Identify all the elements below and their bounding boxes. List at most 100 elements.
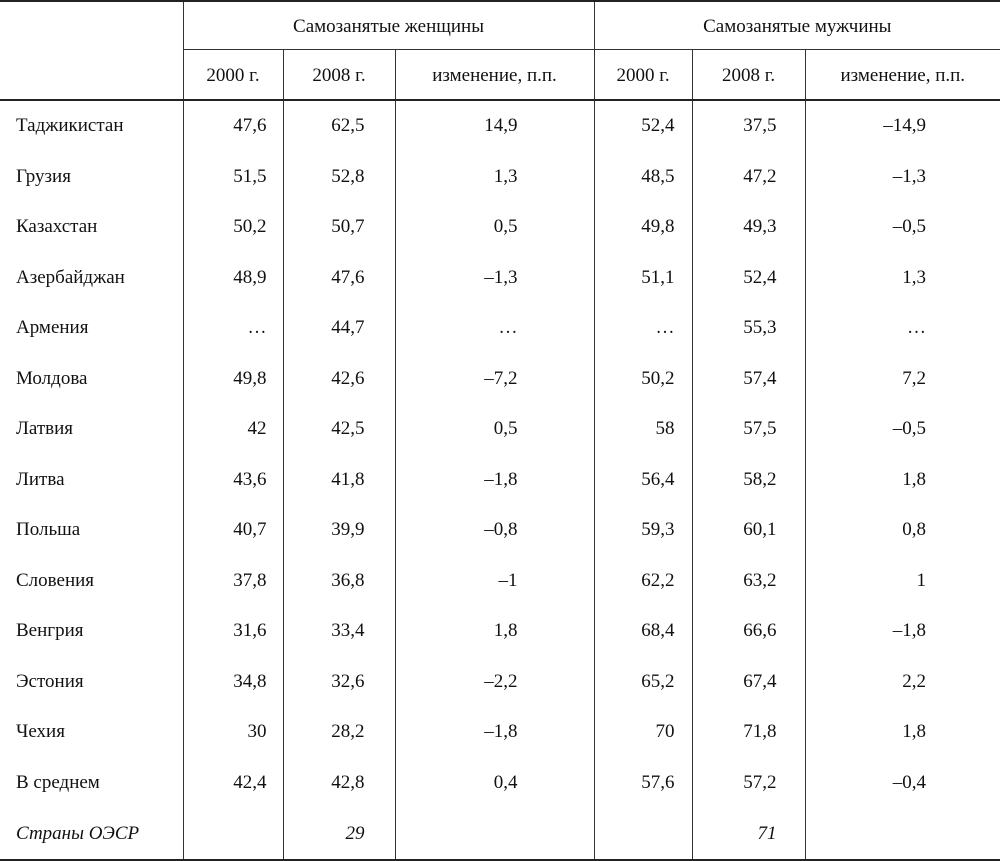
cell-men-2000: 52,4 (593, 100, 693, 152)
cell-women-2008: 28,2 (282, 707, 395, 758)
cell-country: Грузия (16, 165, 71, 187)
table-row: Латвия 42 42,5 0,5 58 57,5 –0,5 (0, 404, 1000, 455)
header-row-subcolumns: 2000 г. 2008 г. изменение, п.п. 2000 г. … (0, 49, 1000, 101)
cell-men-change: 0,8 (804, 505, 1000, 556)
cell-men-2000: 56,4 (593, 454, 693, 505)
cell-women-change: 0,4 (394, 757, 595, 808)
cell-women-change: … (394, 303, 595, 354)
cell-country: Азербайджан (16, 266, 125, 288)
cell-women-2000: 47,6 (182, 100, 283, 152)
table-row: Польша 40,7 39,9 –0,8 59,3 60,1 0,8 (0, 505, 1000, 556)
table-body: Таджикистан 47,6 62,5 14,9 52,4 37,5 –14,9 Груз… (0, 100, 1000, 861)
cell-men-2008: 60,1 (691, 505, 806, 556)
cell-men-2000: 58 (593, 404, 693, 455)
cell-women-change: 1,8 (394, 606, 595, 657)
cell-men-change (804, 808, 1000, 861)
cell-women-2008: 29 (282, 808, 395, 861)
cell-women-2000: 37,8 (182, 555, 283, 606)
cell-country: Венгрия (16, 620, 84, 642)
cell-men-2008: 57,5 (691, 404, 806, 455)
cell-men-change: 1 (804, 555, 1000, 606)
cell-women-change: –1,8 (394, 707, 595, 758)
cell-women-2000: 34,8 (182, 656, 283, 707)
cell-women-2000: 30 (182, 707, 283, 758)
cell-men-change: 7,2 (804, 353, 1000, 404)
cell-men-change: –0,5 (804, 404, 1000, 455)
cell-men-2000 (593, 808, 693, 861)
cell-men-change: 2,2 (804, 656, 1000, 707)
cell-men-2000: 62,2 (593, 555, 693, 606)
cell-women-2000: 40,7 (182, 505, 283, 556)
cell-women-2000: 50,2 (182, 202, 283, 253)
cell-women-2008: 33,4 (282, 606, 395, 657)
cell-women-change: –1 (394, 555, 595, 606)
cell-men-2008: 63,2 (691, 555, 806, 606)
cell-men-2000: 68,4 (593, 606, 693, 657)
cell-men-2000: 49,8 (593, 202, 693, 253)
table-row: Казахстан 50,2 50,7 0,5 49,8 49,3 –0,5 (0, 202, 1000, 253)
cell-country: Казахстан (16, 216, 98, 238)
table-row: Молдова 49,8 42,6 –7,2 50,2 57,4 7,2 (0, 353, 1000, 404)
cell-men-change: … (804, 303, 1000, 354)
cell-women-2000: 31,6 (182, 606, 283, 657)
header-women-2000: 2000 г. (182, 49, 283, 101)
cell-women-change: –1,3 (394, 252, 595, 303)
header-men-2000: 2000 г. (593, 49, 693, 101)
cell-women-2000: 48,9 (182, 252, 283, 303)
cell-women-2000: 43,6 (182, 454, 283, 505)
table-row: Литва 43,6 41,8 –1,8 56,4 58,2 1,8 (0, 454, 1000, 505)
table-row: Венгрия 31,6 33,4 1,8 68,4 66,6 –1,8 (0, 606, 1000, 657)
cell-men-2008: 47,2 (691, 151, 806, 202)
cell-women-2008: 44,7 (282, 303, 395, 354)
table-row: Чехия 30 28,2 –1,8 70 71,8 1,8 (0, 707, 1000, 758)
header-men-group: Самозанятые мужчины (593, 1, 1000, 50)
cell-women-2000 (182, 808, 283, 861)
table-header: Самозанятые женщины Самозанятые мужчины … (0, 1, 1000, 101)
header-corner-cell (0, 1, 183, 101)
cell-women-2008: 42,6 (282, 353, 395, 404)
cell-men-2000: … (593, 303, 693, 354)
cell-men-2000: 48,5 (593, 151, 693, 202)
cell-women-2008: 36,8 (282, 555, 395, 606)
cell-men-2000: 59,3 (593, 505, 693, 556)
header-row-groups: Самозанятые женщины Самозанятые мужчины (0, 1, 1000, 101)
table-row: Грузия 51,5 52,8 1,3 48,5 47,2 –1,3 (0, 151, 1000, 202)
cell-men-2008: 55,3 (691, 303, 806, 354)
cell-men-2000: 50,2 (593, 353, 693, 404)
cell-women-2008: 42,8 (282, 757, 395, 808)
cell-country: Польша (16, 519, 81, 541)
cell-women-2008: 52,8 (282, 151, 395, 202)
table-row: В среднем 42,4 42,8 0,4 57,6 57,2 –0,4 (0, 757, 1000, 808)
cell-men-2008: 71 (691, 808, 806, 861)
cell-men-change: –0,4 (804, 757, 1000, 808)
header-women-2008: 2008 г. (282, 49, 395, 101)
cell-women-change: –1,8 (394, 454, 595, 505)
cell-women-2008: 47,6 (282, 252, 395, 303)
cell-men-2008: 66,6 (691, 606, 806, 657)
table-row-oecd: Страны ОЭСР 29 71 (0, 808, 1000, 861)
table-row: Словения 37,8 36,8 –1 62,2 63,2 1 (0, 555, 1000, 606)
cell-women-change: 0,5 (394, 202, 595, 253)
header-women-change: изменение, п.п. (394, 49, 595, 101)
table-row: Эстония 34,8 32,6 –2,2 65,2 67,4 2,2 (0, 656, 1000, 707)
cell-women-2000: 42,4 (182, 757, 283, 808)
cell-men-2008: 57,4 (691, 353, 806, 404)
cell-women-change: 14,9 (394, 100, 595, 152)
cell-country: Эстония (16, 670, 84, 692)
cell-women-change: 0,5 (394, 404, 595, 455)
cell-women-2008: 32,6 (282, 656, 395, 707)
table-row: Азербайджан 48,9 47,6 –1,3 51,1 52,4 1,3 (0, 252, 1000, 303)
cell-men-2008: 71,8 (691, 707, 806, 758)
cell-men-2008: 49,3 (691, 202, 806, 253)
cell-women-2000: 51,5 (182, 151, 283, 202)
cell-men-change: –0,5 (804, 202, 1000, 253)
cell-men-2008: 37,5 (691, 100, 806, 152)
cell-women-2008: 41,8 (282, 454, 395, 505)
cell-women-2000: … (182, 303, 283, 354)
cell-women-2008: 62,5 (282, 100, 395, 152)
cell-women-2008: 50,7 (282, 202, 395, 253)
cell-men-2000: 65,2 (593, 656, 693, 707)
cell-men-2000: 51,1 (593, 252, 693, 303)
cell-country: В среднем (16, 771, 100, 793)
